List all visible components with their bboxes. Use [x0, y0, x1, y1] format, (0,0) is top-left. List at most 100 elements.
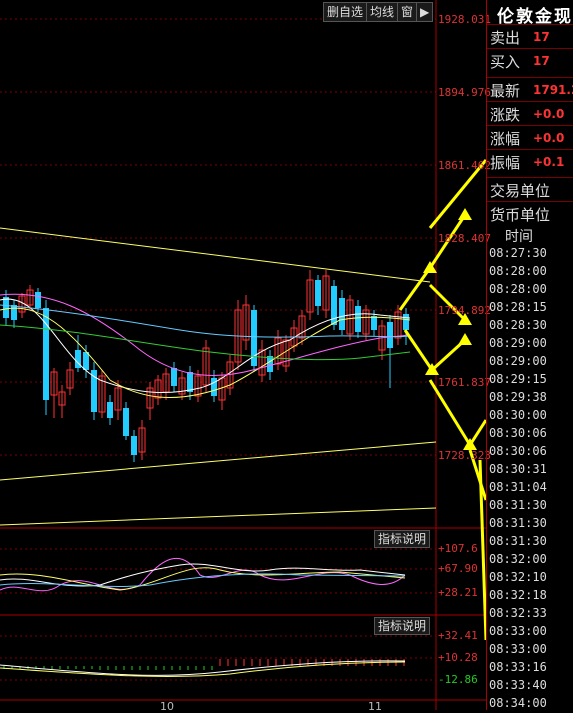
indicator-help-button-2[interactable]: 指标说明 [374, 617, 431, 635]
ma-line-button[interactable]: 均线 [367, 3, 399, 21]
candle-body-up [146, 387, 154, 409]
time-header: 时间 [505, 229, 533, 245]
candle-body-down [11, 305, 17, 320]
candle-body-up [138, 427, 146, 453]
quote-value: +0.1 [533, 155, 565, 169]
candle-body-up [50, 371, 58, 396]
candle-body-down [187, 372, 193, 392]
tick-time: 08:29:15 [489, 372, 547, 386]
indicator-help-button-1[interactable]: 指标说明 [374, 530, 431, 548]
quote-label: 交易单位 [490, 182, 551, 200]
quote-row: 货币单位 [487, 201, 573, 226]
tick-time: 08:31:30 [489, 534, 547, 548]
upper-trendline [0, 227, 431, 283]
window-button[interactable]: 窗 [398, 3, 418, 21]
quote-panel: 伦敦金现 卖出 17 买入 17 最新 1791.2 涨跌 +0.0 涨幅 +0.0 振幅 +0.1 交… [486, 0, 573, 710]
tick-time: 08:29:38 [489, 390, 547, 404]
arrow-head [423, 261, 437, 273]
tick-time: 08:32:10 [489, 570, 547, 584]
candle-body-up [26, 289, 34, 306]
quote-value: +0.0 [533, 131, 565, 145]
bottom-trendline [0, 507, 437, 526]
candle-body-up [322, 275, 330, 311]
tick-time: 08:29:00 [489, 354, 547, 368]
quote-row: 振幅 +0.1 [487, 149, 573, 174]
candle-body-down [211, 378, 217, 396]
annotation-arrow [478, 459, 486, 641]
candle-body-up [346, 299, 354, 335]
tick-time: 08:33:00 [489, 624, 547, 638]
macd-line-dea [0, 661, 406, 677]
candle-body-up [274, 337, 282, 365]
candle-body-down [131, 436, 137, 455]
candle-body-up [58, 391, 66, 406]
arrow-head [458, 208, 472, 220]
tick-time: 08:31:04 [489, 480, 547, 494]
annotation-arrow [468, 419, 486, 446]
indicator-tick-label: +67.90 [438, 562, 478, 575]
candle-body-up [178, 377, 186, 395]
candle-body-up [98, 375, 106, 413]
indicator-tick-label: +107.6 [438, 542, 478, 555]
tick-time: 08:27:30 [489, 246, 547, 260]
x-axis-label-11: 11 [368, 700, 382, 713]
candle-body-down [35, 292, 41, 308]
x-axis-label-10: 10 [160, 700, 174, 713]
tick-time: 08:28:30 [489, 318, 547, 332]
macd-line-dif [0, 660, 406, 676]
moving-average-line-2 [0, 307, 411, 398]
indicator-tick-label: -12.86 [438, 673, 478, 686]
candle-body-up [114, 387, 122, 411]
price-tick-label: 1928.031 [438, 13, 491, 26]
quote-label: 卖出 [490, 29, 521, 47]
candle-body-down [355, 306, 361, 332]
candle-body-down [43, 308, 49, 400]
tick-time: 08:30:31 [489, 462, 547, 476]
candle-body-down [387, 322, 393, 348]
candle-body-up [202, 347, 210, 386]
tick-time: 08:33:16 [489, 660, 547, 674]
annotation-arrow [428, 283, 467, 322]
arrow-head [458, 313, 472, 325]
quote-value: 17 [533, 54, 550, 68]
lower-trendline [0, 441, 437, 481]
candle-body-up [362, 309, 370, 335]
candle-body-down [339, 298, 345, 330]
candle-body-down [83, 352, 89, 370]
candle-body-down [315, 280, 321, 306]
annotation-arrow [428, 214, 467, 269]
candle-body-down [123, 408, 129, 436]
candle-body-up [66, 369, 74, 389]
candle-body-up [242, 304, 250, 341]
candle-body-down [171, 368, 177, 386]
delete-watchlist-button[interactable]: 删自选 [324, 3, 368, 21]
instrument-title: 伦敦金现 [497, 7, 573, 27]
quote-row: 最新 1791.2 [487, 77, 573, 102]
indicator-tick-label: +32.41 [438, 629, 478, 642]
candle-body-down [267, 356, 273, 372]
moving-average-line-1 [0, 298, 411, 393]
annotation-arrow [428, 159, 486, 229]
arrow-head [458, 333, 472, 345]
quote-label: 涨幅 [490, 130, 521, 148]
oscillator-line-4 [0, 573, 406, 587]
quote-label: 最新 [490, 82, 521, 100]
quote-label: 振幅 [490, 154, 521, 172]
candle-body-up [306, 279, 314, 313]
tick-time: 08:30:06 [489, 444, 547, 458]
kline-chart[interactable] [0, 0, 486, 710]
quote-value: 1791.2 [533, 83, 573, 97]
tick-time: 08:31:30 [489, 516, 547, 530]
arrow-head [425, 363, 439, 375]
annotation-arrow [468, 449, 486, 501]
annotation-arrow [398, 267, 432, 311]
tick-time: 08:28:00 [489, 282, 547, 296]
price-tick-label: 1794.892 [438, 304, 491, 317]
tick-time: 08:33:00 [489, 642, 547, 656]
quote-label: 买入 [490, 53, 521, 71]
price-tick-label: 1828.407 [438, 232, 491, 245]
candle-body-down [403, 314, 409, 330]
annotation-arrow [428, 379, 472, 446]
play-icon[interactable]: ▶ [420, 5, 430, 19]
candle-body-up [298, 315, 306, 339]
